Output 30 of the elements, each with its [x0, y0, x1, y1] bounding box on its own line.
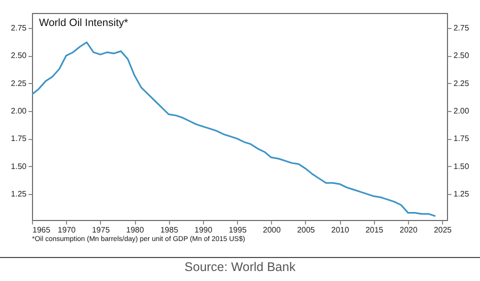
x-tick-label: 2015 — [365, 226, 384, 234]
x-tick-label: 1990 — [194, 226, 213, 234]
x-tick-label: 2025 — [434, 226, 452, 234]
x-tick-label: 2020 — [400, 226, 418, 234]
x-tick-label: 2005 — [297, 226, 316, 234]
y-tick-label: 2.00 — [10, 106, 28, 116]
x-tick-label: 1965 — [32, 226, 51, 234]
x-tick-label: 1995 — [228, 226, 248, 234]
y2-tick-label: 2.75 — [454, 23, 470, 32]
y2-tick-label: 1.50 — [454, 162, 470, 171]
x-tick-label: 1980 — [126, 226, 145, 234]
x-tick-label: 1970 — [58, 226, 76, 234]
chart-title: World Oil Intensity* — [39, 17, 128, 29]
y2-tick-label: 2.50 — [454, 51, 470, 60]
x-tick-label: 2010 — [331, 226, 350, 234]
source-note: Source: World Bank — [0, 257, 480, 274]
y-tick-label: 1.25 — [10, 189, 28, 198]
x-tick-label: 1985 — [160, 226, 179, 234]
y-tick-label: 1.50 — [10, 162, 28, 171]
y-tick-label: 2.50 — [10, 51, 28, 60]
line-series — [32, 42, 436, 217]
x-tick-label: 2000 — [262, 226, 282, 234]
y2-tick-label: 2.00 — [454, 106, 470, 116]
y2-tick-label: 1.75 — [454, 134, 470, 144]
y-tick-label: 1.75 — [10, 134, 28, 144]
y-tick-label: 2.75 — [10, 23, 28, 32]
y2-tick-label: 1.25 — [454, 189, 470, 198]
x-tick-label: 1975 — [92, 226, 110, 234]
y2-tick-label: 2.25 — [454, 78, 470, 88]
y-tick-label: 2.25 — [10, 78, 28, 88]
